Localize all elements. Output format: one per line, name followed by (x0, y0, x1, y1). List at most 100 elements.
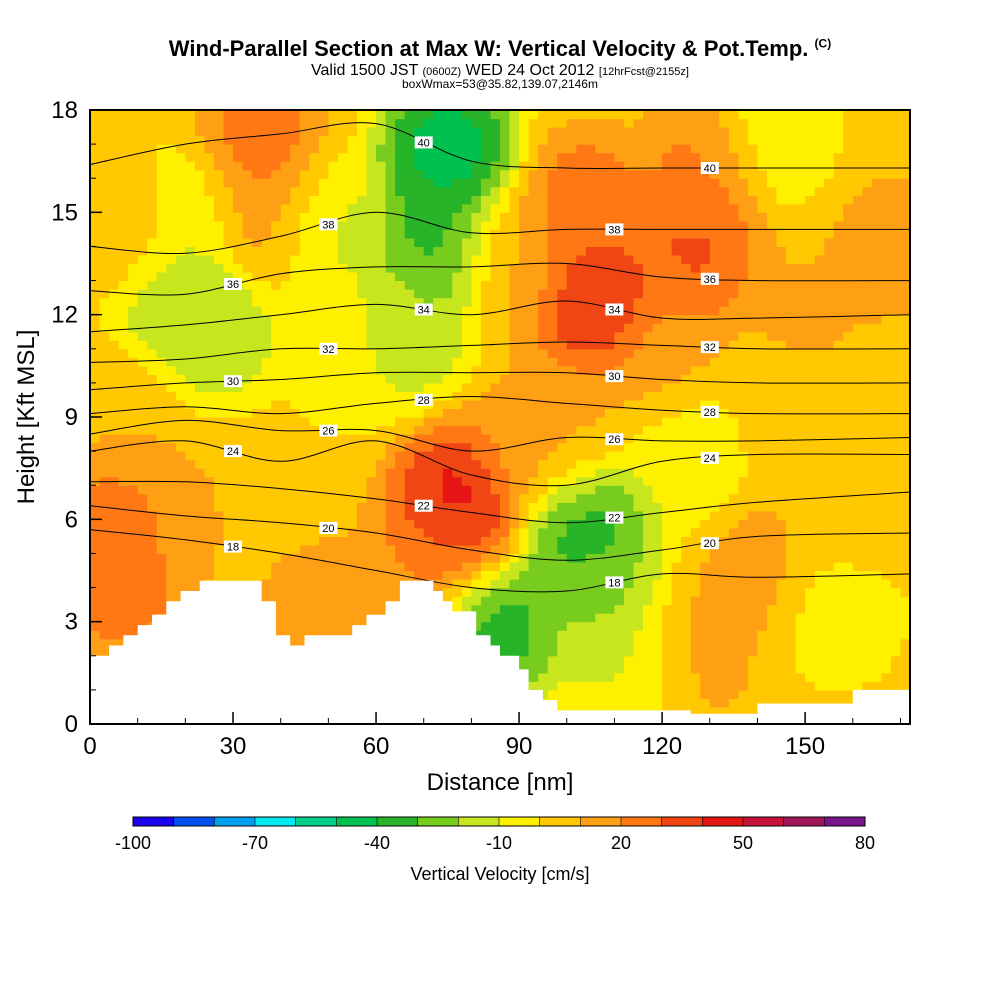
velocity-cell (719, 280, 730, 290)
velocity-cell (652, 451, 663, 461)
velocity-cell (480, 391, 491, 401)
velocity-cell (557, 647, 568, 657)
velocity-cell (747, 382, 758, 392)
velocity-cell (738, 613, 749, 623)
velocity-cell (881, 510, 892, 520)
velocity-cell (395, 237, 406, 247)
velocity-cell (271, 587, 282, 597)
velocity-cell (309, 493, 320, 503)
velocity-cell (671, 246, 682, 256)
velocity-cell (747, 357, 758, 367)
velocity-cell (566, 638, 577, 648)
velocity-cell (662, 255, 673, 265)
velocity-cell (833, 306, 844, 316)
velocity-cell (280, 289, 291, 299)
velocity-cell (709, 263, 720, 273)
velocity-cell (442, 331, 453, 341)
velocity-cell (509, 527, 520, 537)
velocity-cell (214, 331, 225, 341)
velocity-cell (490, 579, 501, 589)
velocity-cell (557, 289, 568, 299)
velocity-cell (795, 596, 806, 606)
velocity-cell (700, 681, 711, 691)
velocity-cell (805, 272, 816, 282)
velocity-cell (309, 280, 320, 290)
velocity-cell (357, 519, 368, 529)
velocity-cell (604, 425, 615, 435)
velocity-cell (738, 272, 749, 282)
velocity-cell (395, 553, 406, 563)
velocity-cell (824, 382, 835, 392)
velocity-cell (442, 442, 453, 452)
velocity-cell (480, 485, 491, 495)
velocity-cell (833, 689, 844, 699)
velocity-cell (728, 630, 739, 640)
velocity-cell (633, 485, 644, 495)
velocity-cell (576, 527, 587, 537)
velocity-cell (442, 246, 453, 256)
velocity-cell (90, 638, 101, 648)
velocity-cell (786, 246, 797, 256)
velocity-cell (404, 357, 415, 367)
velocity-cell (452, 229, 463, 239)
velocity-cell (633, 297, 644, 307)
velocity-cell (624, 237, 635, 247)
velocity-cell (690, 374, 701, 384)
velocity-cell (280, 297, 291, 307)
velocity-cell (156, 502, 167, 512)
velocity-cell (709, 562, 720, 572)
velocity-cell (566, 434, 577, 444)
velocity-cell (500, 323, 511, 333)
velocity-cell (690, 621, 701, 631)
velocity-cell (871, 681, 882, 691)
velocity-cell (757, 434, 768, 444)
velocity-cell (204, 297, 215, 307)
velocity-cell (814, 451, 825, 461)
velocity-cell (643, 289, 654, 299)
velocity-cell (471, 630, 482, 640)
velocity-cell (414, 544, 425, 554)
velocity-cell (500, 613, 511, 623)
velocity-cell (271, 604, 282, 614)
velocity-cell (547, 502, 558, 512)
velocity-cell (786, 553, 797, 563)
velocity-cell (538, 289, 549, 299)
velocity-cell (137, 613, 148, 623)
velocity-cell (614, 417, 625, 427)
velocity-cell (890, 237, 901, 247)
velocity-cell (690, 289, 701, 299)
velocity-cell (614, 630, 625, 640)
velocity-cell (566, 596, 577, 606)
velocity-cell (843, 647, 854, 657)
velocity-cell (786, 544, 797, 554)
velocity-cell (452, 306, 463, 316)
velocity-cell (299, 570, 310, 580)
velocity-cell (795, 579, 806, 589)
velocity-cell (776, 272, 787, 282)
velocity-cell (280, 382, 291, 392)
velocity-cell (204, 289, 215, 299)
velocity-cell (786, 536, 797, 546)
velocity-cell (137, 255, 148, 265)
velocity-cell (204, 527, 215, 537)
velocity-cell (223, 570, 234, 580)
velocity-cell (690, 323, 701, 333)
velocity-cell (99, 229, 110, 239)
velocity-cell (423, 485, 434, 495)
velocity-cell (261, 374, 272, 384)
velocity-cell (385, 485, 396, 495)
velocity-cell (776, 562, 787, 572)
velocity-cell (185, 408, 196, 418)
velocity-cell (662, 340, 673, 350)
velocity-cell (833, 544, 844, 554)
velocity-cell (595, 621, 606, 631)
velocity-cell (652, 544, 663, 554)
velocity-cell (175, 255, 186, 265)
velocity-cell (890, 451, 901, 461)
velocity-cell (690, 672, 701, 682)
velocity-cell (671, 272, 682, 282)
velocity-cell (99, 434, 110, 444)
velocity-cell (395, 357, 406, 367)
velocity-cell (614, 280, 625, 290)
velocity-cell (862, 647, 873, 657)
